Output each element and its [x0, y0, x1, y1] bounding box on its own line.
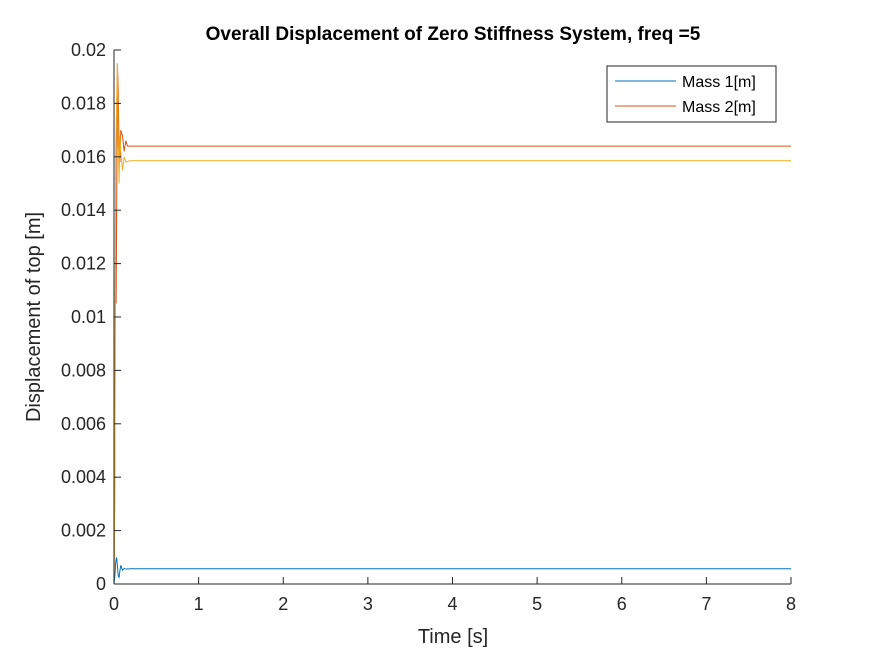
- y-tick-label: 0.02: [71, 40, 106, 60]
- x-tick-label: 1: [194, 594, 204, 614]
- series-line-3: [113, 63, 791, 585]
- y-tick-label: 0.008: [61, 360, 106, 380]
- x-tick-label: 5: [532, 594, 542, 614]
- x-axis-label: Time [s]: [418, 626, 488, 648]
- y-tick-label: 0.01: [71, 307, 106, 327]
- x-tick-label: 4: [447, 594, 457, 614]
- y-tick-label: 0.016: [61, 147, 106, 167]
- series-line-1: [113, 557, 791, 585]
- y-tick-label: 0.018: [61, 93, 106, 113]
- y-tick-label: 0.002: [61, 521, 106, 541]
- axes-background: [114, 50, 791, 584]
- plot-area: 0 1 2 3 4 5 6 7 8 0 0.002 0.004 0.006 0.008 0.01 0.012…: [61, 40, 796, 614]
- x-tick-label: 3: [363, 594, 373, 614]
- legend: Mass 1[m] Mass 2[m]: [606, 65, 777, 123]
- series-layer: [113, 63, 791, 585]
- y-tick-label: 0.004: [61, 467, 106, 487]
- legend-entry-mass-1: Mass 1[m]: [682, 74, 756, 91]
- x-tick-label: 7: [701, 594, 711, 614]
- legend-entry-mass-2: Mass 2[m]: [682, 99, 756, 116]
- y-tick-label: 0: [96, 574, 106, 594]
- y-tick-label: 0.006: [61, 414, 106, 434]
- y-tick-label: 0.012: [61, 254, 106, 274]
- x-axis: 0 1 2 3 4 5 6 7 8: [109, 577, 796, 614]
- x-tick-label: 8: [786, 594, 796, 614]
- y-tick-label: 0.014: [61, 200, 106, 220]
- y-axis-label: Displacement of top [m]: [23, 212, 45, 422]
- x-tick-label: 2: [278, 594, 288, 614]
- legend-box: [606, 65, 777, 123]
- chart-title: Overall Displacement of Zero Stiffness S…: [206, 24, 701, 45]
- x-tick-label: 6: [617, 594, 627, 614]
- x-tick-label: 0: [109, 594, 119, 614]
- y-axis: 0 0.002 0.004 0.006 0.008 0.01 0.012 0.014 0.016…: [61, 40, 121, 594]
